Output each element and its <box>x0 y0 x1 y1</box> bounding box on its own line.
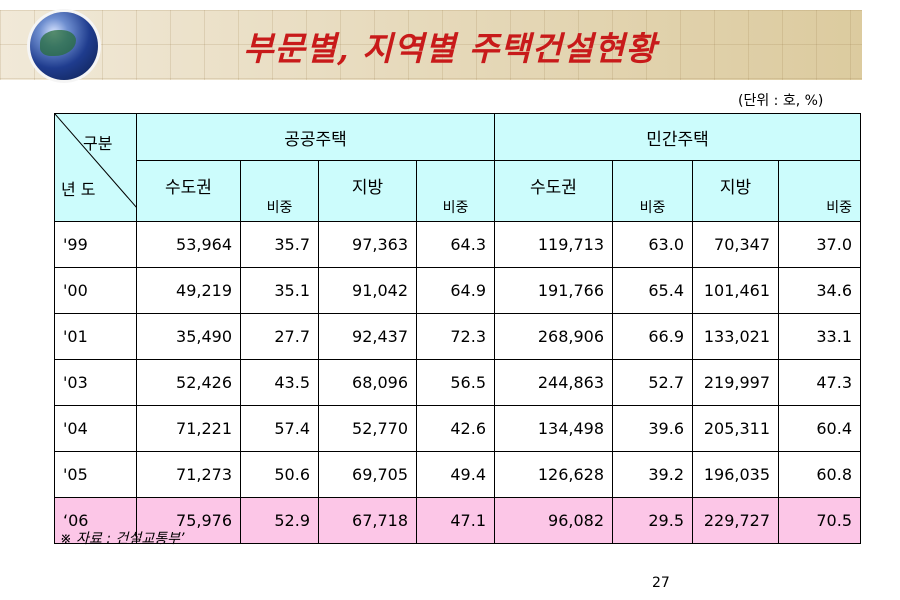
table-row: '99 53,964 35.7 97,363 64.3 119,713 63.0 70,347… <box>54 221 861 268</box>
cell-pri-loc: 219,997 <box>692 359 779 406</box>
cell-pri-cap-share: 66.9 <box>612 313 693 360</box>
cell-pub-loc: 92,437 <box>318 313 417 360</box>
cell-year: '99 <box>54 221 137 268</box>
cell-pub-cap-share: 57.4 <box>240 405 319 452</box>
sub-public-local: 지방 <box>318 160 417 222</box>
cell-pub-loc-share: 49.4 <box>416 451 495 498</box>
cell-pri-cap-share: 65.4 <box>612 267 693 314</box>
cell-year: '05 <box>54 451 137 498</box>
cell-pub-cap: 71,221 <box>136 405 241 452</box>
cell-pri-loc-share: 47.3 <box>778 359 861 406</box>
cell-year: ‘06 <box>54 497 137 544</box>
cell-pub-loc-share: 64.3 <box>416 221 495 268</box>
title-banner <box>0 10 862 80</box>
cell-pri-loc-share: 70.5 <box>778 497 861 544</box>
cell-pub-cap: 75,976 <box>136 497 241 544</box>
cell-pri-cap-share: 63.0 <box>612 221 693 268</box>
sub-private-local-share: 비중 <box>778 160 861 222</box>
cell-pub-loc-share: 47.1 <box>416 497 495 544</box>
cell-year: '01 <box>54 313 137 360</box>
page-number: 27 <box>652 575 670 591</box>
corner-top-label: 구분 <box>83 134 113 153</box>
cell-pub-loc-share: 72.3 <box>416 313 495 360</box>
corner-cell: 구분 년 도 <box>54 113 137 222</box>
cell-pub-cap-share: 43.5 <box>240 359 319 406</box>
cell-pub-cap: 71,273 <box>136 451 241 498</box>
table-row: '01 35,490 27.7 92,437 72.3 268,906 66.9 133,02… <box>54 313 861 360</box>
group-private-header: 민간주택 <box>494 113 861 161</box>
cell-pri-cap: 119,713 <box>494 221 613 268</box>
cell-pri-loc-share: 60.4 <box>778 405 861 452</box>
cell-pub-cap-share: 52.9 <box>240 497 319 544</box>
cell-pub-cap: 52,426 <box>136 359 241 406</box>
cell-pri-loc: 101,461 <box>692 267 779 314</box>
cell-pub-loc: 69,705 <box>318 451 417 498</box>
cell-pri-cap: 268,906 <box>494 313 613 360</box>
cell-pri-cap-share: 52.7 <box>612 359 693 406</box>
sub-public-capital-share: 비중 <box>240 160 319 222</box>
table-row: '05 71,273 50.6 69,705 49.4 126,628 39.2 196,03… <box>54 451 861 498</box>
cell-pub-cap-share: 50.6 <box>240 451 319 498</box>
unit-label: (단위 : 호, %) <box>738 93 824 109</box>
map-grid-background <box>0 10 862 80</box>
sub-private-capital: 수도권 <box>494 160 613 222</box>
corner-diagonal <box>55 114 137 208</box>
cell-pri-cap: 96,082 <box>494 497 613 544</box>
sub-public-local-share: 비중 <box>416 160 495 222</box>
cell-pub-cap: 49,219 <box>136 267 241 314</box>
table-row: ‘06 75,976 52.9 67,718 47.1 96,082 29.5 229,727… <box>54 497 861 544</box>
globe-icon <box>30 12 98 80</box>
cell-pri-loc: 70,347 <box>692 221 779 268</box>
cell-pub-loc-share: 56.5 <box>416 359 495 406</box>
cell-pri-cap: 126,628 <box>494 451 613 498</box>
header-row-groups: 구분 년 도 공공주택 민간주택 <box>54 113 861 222</box>
group-public-header: 공공주택 <box>136 113 495 161</box>
cell-pub-cap: 35,490 <box>136 313 241 360</box>
cell-year: '00 <box>54 267 137 314</box>
cell-pub-cap-share: 27.7 <box>240 313 319 360</box>
cell-pri-cap-share: 39.2 <box>612 451 693 498</box>
cell-pri-loc-share: 37.0 <box>778 221 861 268</box>
cell-pri-loc: 229,727 <box>692 497 779 544</box>
cell-pub-loc-share: 42.6 <box>416 405 495 452</box>
table-row: '04 71,221 57.4 52,770 42.6 134,498 39.6 205,31… <box>54 405 861 452</box>
cell-year: '03 <box>54 359 137 406</box>
cell-pub-loc: 91,042 <box>318 267 417 314</box>
cell-pri-loc-share: 33.1 <box>778 313 861 360</box>
cell-pri-cap: 244,863 <box>494 359 613 406</box>
cell-pub-loc: 68,096 <box>318 359 417 406</box>
cell-pri-cap: 191,766 <box>494 267 613 314</box>
cell-pri-cap: 134,498 <box>494 405 613 452</box>
housing-construction-table: 구분 년 도 공공주택 민간주택 수도권 비중 지방 비중 수도권 비중 지방 … <box>54 113 861 544</box>
table-row: '03 52,426 43.5 68,096 56.5 244,863 52.7 219,99… <box>54 359 861 406</box>
header-row-subs: 수도권 비중 지방 비중 수도권 비중 지방 비중 <box>55 160 861 222</box>
cell-pub-loc: 97,363 <box>318 221 417 268</box>
sub-private-local: 지방 <box>692 160 779 222</box>
cell-pub-cap-share: 35.7 <box>240 221 319 268</box>
cell-pri-cap-share: 39.6 <box>612 405 693 452</box>
cell-pri-loc: 205,311 <box>692 405 779 452</box>
cell-pub-loc: 52,770 <box>318 405 417 452</box>
cell-pub-cap: 53,964 <box>136 221 241 268</box>
cell-pub-loc: 67,718 <box>318 497 417 544</box>
cell-year: '04 <box>54 405 137 452</box>
cell-pub-cap-share: 35.1 <box>240 267 319 314</box>
cell-pub-loc-share: 64.9 <box>416 267 495 314</box>
table-row: '00 49,219 35.1 91,042 64.9 191,766 65.4 101,46… <box>54 267 861 314</box>
corner-bottom-label: 년 도 <box>61 180 96 199</box>
cell-pri-cap-share: 29.5 <box>612 497 693 544</box>
cell-pri-loc: 133,021 <box>692 313 779 360</box>
source-note: ※ 자료 : 건설교통부’ <box>60 531 185 547</box>
cell-pri-loc-share: 34.6 <box>778 267 861 314</box>
sub-public-capital: 수도권 <box>136 160 241 222</box>
cell-pri-loc: 196,035 <box>692 451 779 498</box>
table-body: '99 53,964 35.7 97,363 64.3 119,713 63.0 70,347… <box>54 221 861 544</box>
cell-pri-loc-share: 60.8 <box>778 451 861 498</box>
page-title: 부문별, 지역별 주택건설현황 <box>243 29 657 68</box>
sub-private-capital-share: 비중 <box>612 160 693 222</box>
